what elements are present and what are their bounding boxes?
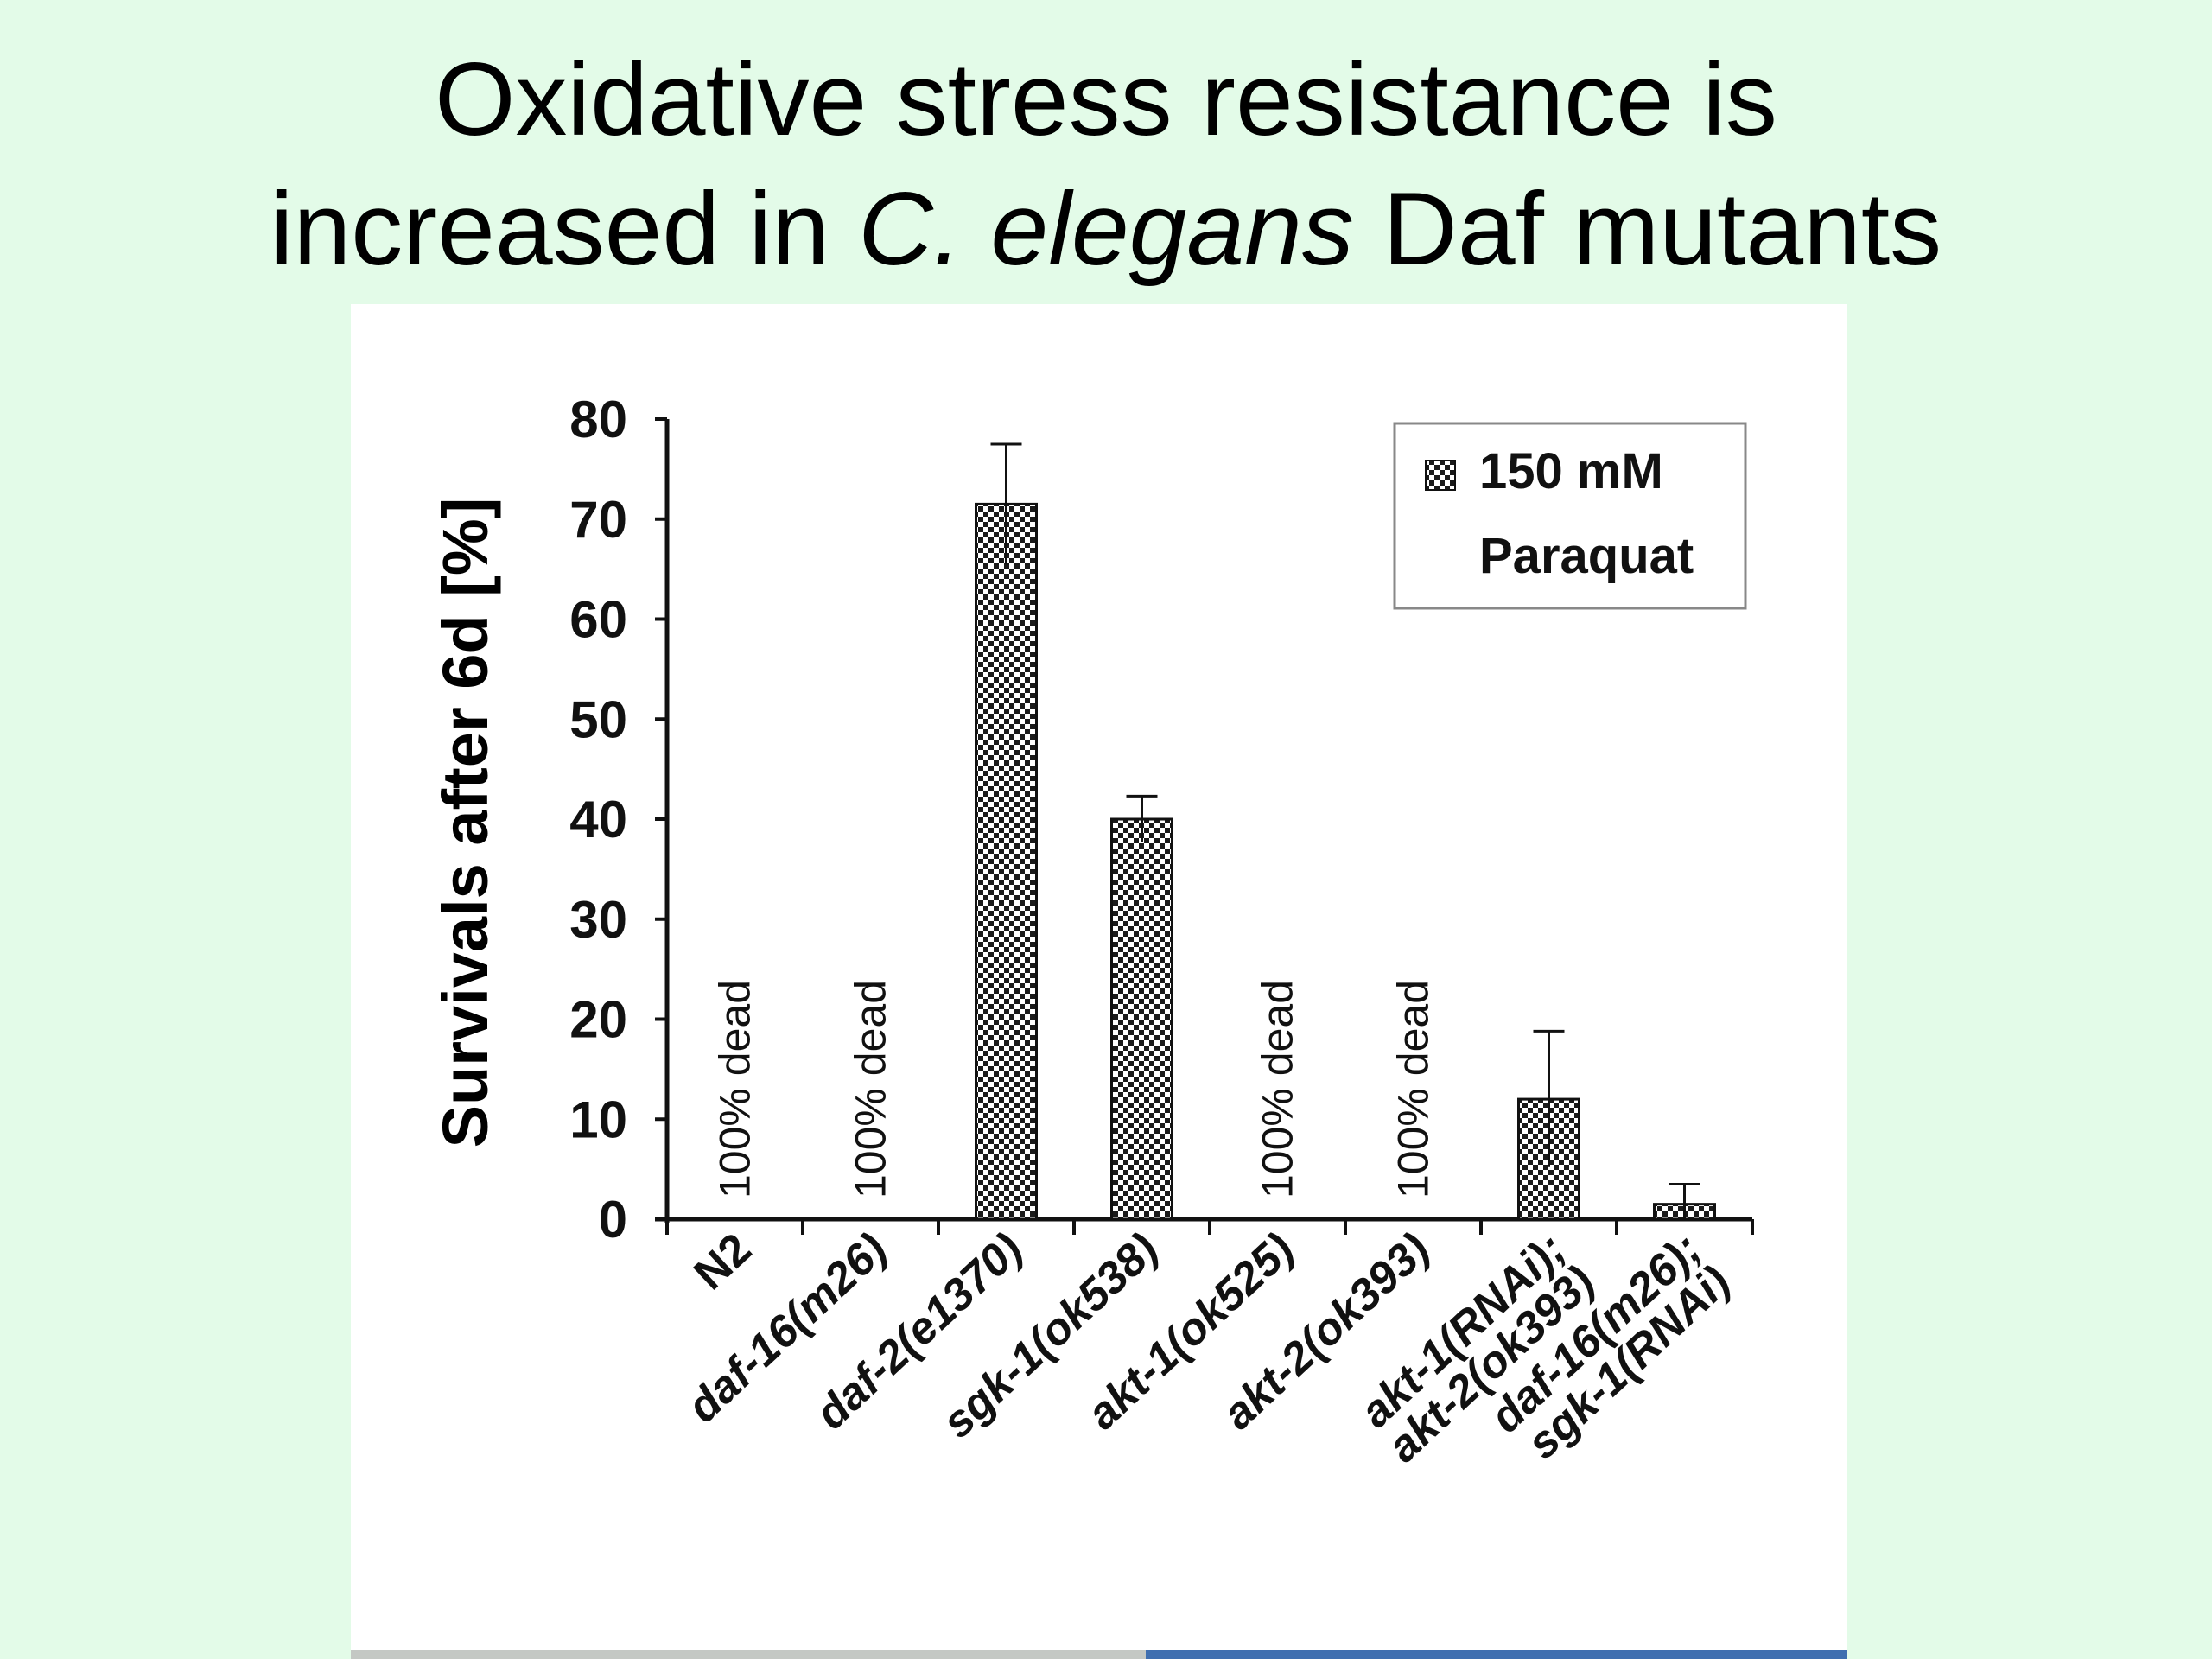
title-line-2-species: C. elegans bbox=[858, 171, 1354, 287]
x-tick-label: N2 bbox=[685, 1224, 761, 1300]
footer-strip-left bbox=[351, 1650, 1146, 1659]
title-line-2-suffix: Daf mutants bbox=[1353, 171, 1942, 287]
y-tick-label: 50 bbox=[569, 690, 627, 748]
bar-annotation: 100% dead bbox=[1389, 980, 1438, 1198]
legend-label-line-1: 150 mM bbox=[1479, 443, 1663, 499]
y-tick-label: 0 bbox=[599, 1191, 627, 1249]
y-tick-label: 60 bbox=[569, 591, 627, 649]
y-tick-label: 70 bbox=[569, 491, 627, 549]
y-tick-label: 40 bbox=[569, 791, 627, 849]
y-tick-label: 80 bbox=[569, 391, 627, 448]
legend-swatch bbox=[1425, 460, 1456, 491]
bar bbox=[975, 502, 1038, 1221]
footer-strip-right bbox=[1146, 1650, 1847, 1659]
bar bbox=[1110, 817, 1173, 1221]
y-tick-label: 20 bbox=[569, 991, 627, 1049]
chart-panel: 0 10 20 30 40 50 60 70 80 Survivals after 6d [%] 1… bbox=[351, 304, 1847, 1659]
y-tick-label: 10 bbox=[569, 1090, 627, 1148]
legend-label-line-2: Paraquat bbox=[1479, 528, 1694, 584]
bar-annotation: 100% dead bbox=[1254, 980, 1302, 1198]
legend-box bbox=[1393, 422, 1747, 610]
slide-title: Oxidative stress resistance is increased… bbox=[0, 35, 2212, 294]
title-line-1: Oxidative stress resistance is bbox=[435, 41, 1777, 157]
y-tick-label: 30 bbox=[569, 891, 627, 949]
title-line-2-prefix: increased in bbox=[270, 171, 859, 287]
bar-chart: 0 10 20 30 40 50 60 70 80 Survivals after 6d [%] 1… bbox=[429, 391, 1754, 1472]
bar-annotation: 100% dead bbox=[847, 980, 895, 1198]
y-axis-label: Survivals after 6d [%] bbox=[429, 498, 501, 1148]
bar-annotation: 100% dead bbox=[711, 980, 760, 1198]
